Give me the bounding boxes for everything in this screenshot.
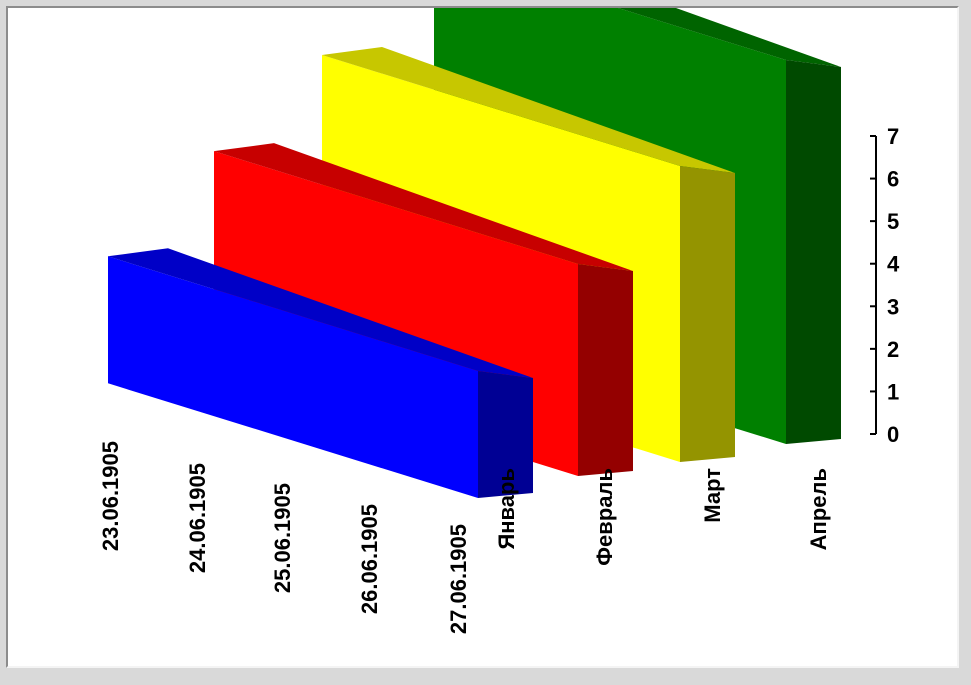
- series-label-27-06-1905: 27.06.1905: [446, 524, 471, 634]
- category-label-апрель: Апрель: [806, 468, 831, 550]
- series-label-26-06-1905: 26.06.1905: [357, 504, 382, 614]
- chart-frame: 0 1 2 3 4 5 6 7 Январь Февраль Март Апрель 23.06.190…: [6, 6, 959, 668]
- bar-top: [618, 8, 841, 67]
- series-label-24-06-1905: 24.06.1905: [185, 463, 210, 573]
- series-label-25-06-1905: 25.06.1905: [270, 483, 295, 593]
- bar-top: [322, 47, 735, 173]
- series-axis-labels: 23.06.1905 24.06.1905 25.06.1905 26.06.1905…: [98, 441, 471, 634]
- value-tick-label-6: 6: [887, 167, 899, 192]
- value-tick-label-0: 0: [887, 422, 899, 447]
- category-label-январь: Январь: [494, 468, 519, 550]
- bar-end: [578, 264, 633, 476]
- bar-top: [214, 143, 633, 271]
- bar-face: [108, 256, 478, 498]
- bars: [108, 8, 841, 498]
- value-tick-label-1: 1: [887, 379, 899, 404]
- bar-chart-3d: 0 1 2 3 4 5 6 7 Январь Февраль Март Апрель 23.06.190…: [98, 8, 900, 634]
- bar-end: [786, 60, 841, 444]
- value-tick-label-7: 7: [887, 124, 899, 149]
- category-label-март: Март: [700, 468, 725, 523]
- bar-end: [478, 371, 533, 498]
- value-tick-label-2: 2: [887, 337, 899, 362]
- category-label-февраль: Февраль: [592, 468, 617, 566]
- value-tick-label-4: 4: [887, 252, 900, 277]
- bar-end: [680, 166, 735, 462]
- value-axis: 0 1 2 3 4 5 6 7: [870, 124, 900, 447]
- value-tick-label-5: 5: [887, 209, 899, 234]
- series-label-23-06-1905: 23.06.1905: [98, 441, 123, 551]
- bar-январь: [108, 248, 533, 498]
- category-labels: Январь Февраль Март Апрель: [494, 468, 831, 566]
- bar-top: [108, 248, 533, 378]
- value-tick-label-3: 3: [887, 294, 899, 319]
